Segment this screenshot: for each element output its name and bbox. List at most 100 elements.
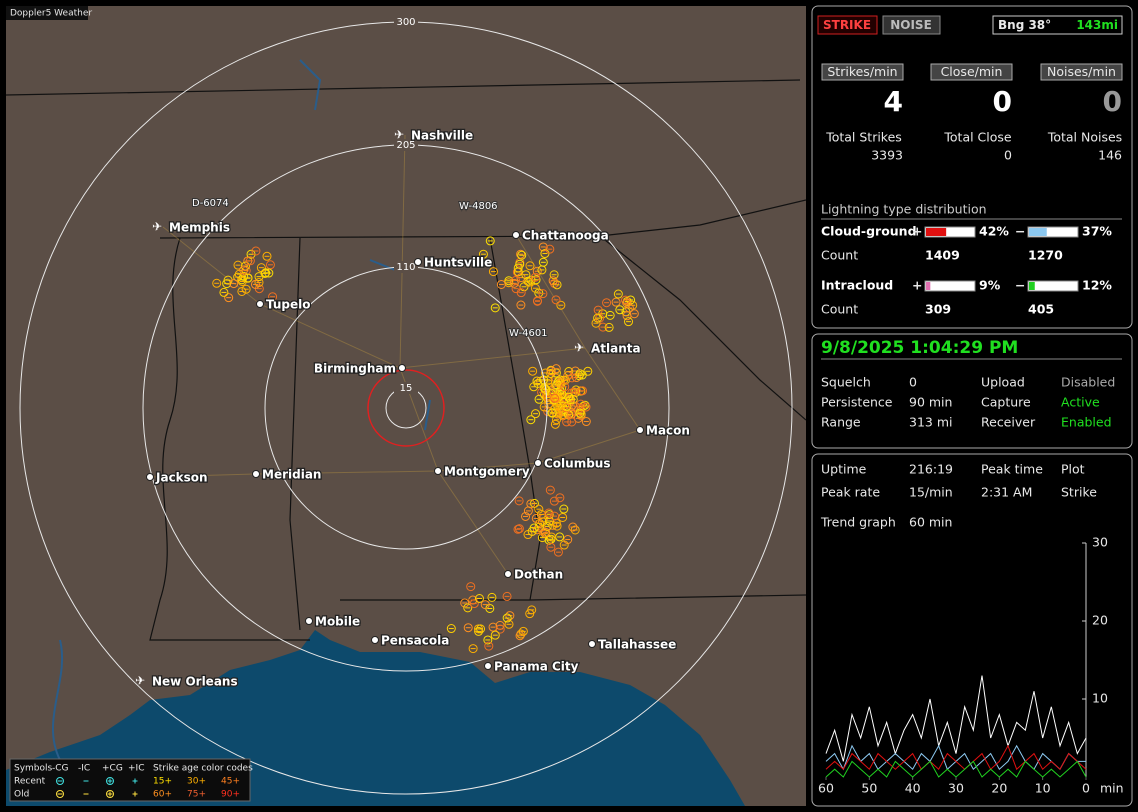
total-label: Total Close (943, 130, 1012, 145)
city-dot (146, 473, 154, 481)
strike-symbol (251, 246, 261, 256)
x-tick-label: 50 (861, 781, 877, 796)
noise-button-label: NOISE (890, 18, 932, 32)
distribution-title: Lightning type distribution (821, 202, 987, 217)
trend-label: Trend graph (820, 515, 896, 530)
city-dot (398, 364, 406, 372)
stat-text: 15/min (909, 485, 953, 500)
rate-button[interactable] (821, 63, 904, 81)
strike-symbol (502, 591, 512, 601)
legend-symbol (56, 777, 64, 785)
strike-symbol (539, 402, 549, 412)
noise-button[interactable] (882, 15, 941, 35)
percent-label: 12% (1082, 278, 1112, 293)
setting-text: Persistence (821, 395, 893, 410)
strike-symbol (517, 250, 527, 260)
state-borders (6, 79, 806, 641)
strike-symbol (578, 386, 588, 396)
strike-symbol (550, 393, 560, 403)
bar-track (1027, 226, 1079, 238)
stats-panel (811, 453, 1133, 807)
legend-symbol (106, 777, 114, 785)
strike-symbol (463, 603, 473, 613)
airport-icon: ✈ (152, 220, 162, 234)
strike-symbol (524, 277, 534, 287)
strike-symbol (526, 275, 536, 285)
ring-label-bg (394, 261, 418, 273)
datetime: 9/8/2025 1:04:29 PM (821, 338, 1018, 358)
strike-symbol (553, 547, 563, 557)
legend-age-title: Strike age color codes (153, 764, 253, 774)
strike-symbol (474, 593, 484, 603)
strike-symbol (559, 540, 569, 550)
strike-symbol (528, 366, 538, 376)
x-tick-label: 40 (905, 781, 921, 796)
strike-symbol (530, 272, 540, 282)
setting-text: Upload (981, 375, 1025, 390)
city-label: Birmingham (314, 362, 396, 376)
strike-symbol (550, 419, 560, 429)
strike-symbol (261, 268, 271, 278)
setting-text: Squelch (821, 375, 871, 390)
strike-symbol (551, 392, 561, 402)
strike-symbol (546, 542, 556, 552)
strike-symbol (549, 270, 559, 280)
ring-labels: 300 205 110 15 (394, 16, 418, 394)
strike-symbol (469, 599, 479, 609)
strike-symbol (474, 626, 484, 636)
city-dot (588, 640, 596, 648)
legend-age: 15+ (153, 777, 172, 787)
map: 300 205 110 15 ✈ Nashville ✈ Memphis Chattanoog… (6, 6, 806, 806)
strike-symbol (556, 400, 566, 410)
strike-symbol (551, 415, 561, 425)
strike-symbol (563, 371, 573, 381)
ring-label-bg (394, 16, 418, 28)
strike-symbol (560, 375, 570, 385)
strike-symbol (485, 236, 495, 246)
distance: 143mi (1076, 18, 1118, 32)
strike-symbol (460, 598, 470, 608)
strike-symbol (628, 300, 638, 310)
strike-symbol (624, 317, 634, 327)
setting-text: Disabled (1061, 375, 1115, 390)
strike-symbol (504, 619, 514, 629)
y-tick-label: 20 (1092, 613, 1108, 628)
rates: Strikes/min 4 Total Strikes 3393 Close/min 0 T… (821, 63, 1123, 163)
city-dot (484, 662, 492, 670)
bar-track (924, 226, 976, 238)
strike-symbol (547, 408, 557, 418)
strike-symbol (605, 310, 615, 320)
setting-text: 0 (909, 375, 917, 390)
trend-line (825, 744, 1087, 771)
percent-bar (926, 228, 947, 236)
city-dot (504, 570, 512, 578)
strike-symbol (532, 266, 542, 276)
strike-symbol (212, 278, 222, 288)
city-label: New Orleans (152, 675, 238, 689)
trend-window: 60 min (909, 515, 952, 530)
strike-symbol (487, 592, 497, 602)
rate-button[interactable] (930, 63, 1013, 81)
strike-symbol (567, 373, 577, 383)
legend-header: +IC (128, 764, 144, 774)
strike-symbol (551, 295, 561, 305)
strike-symbol (530, 283, 540, 293)
strike-symbol (540, 368, 550, 378)
strike-symbol (541, 527, 551, 537)
city-label: Macon (646, 424, 690, 438)
strike-button[interactable] (817, 15, 878, 35)
station-label: D-6074 (192, 198, 229, 209)
x-tick-label: 10 (1035, 781, 1051, 796)
strike-symbol (504, 276, 514, 286)
setting-text: Capture (981, 395, 1031, 410)
strike-symbol (553, 409, 563, 419)
strike-symbol (544, 508, 554, 518)
strike-symbol (567, 417, 577, 427)
strike-symbol (268, 292, 278, 302)
rate-button[interactable] (1040, 63, 1123, 81)
ring-label: 15 (400, 383, 413, 394)
city-dot (512, 231, 520, 239)
strike-symbol (534, 504, 544, 514)
legend: Symbols -CG -IC +CG +IC Strike age color code… (9, 758, 253, 802)
city-dot (256, 300, 264, 308)
